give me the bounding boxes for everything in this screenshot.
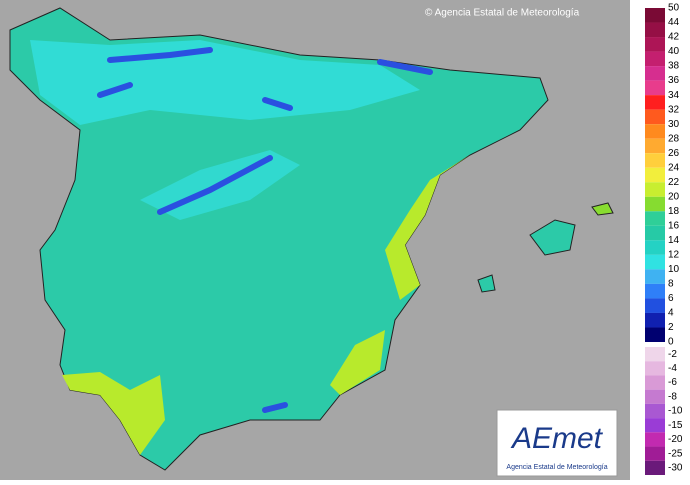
legend-label: -20 [668, 434, 683, 445]
legend-label: -30 [668, 463, 683, 474]
warm-south-west [62, 372, 165, 455]
legend-swatch [645, 375, 665, 390]
legend-swatch [645, 22, 665, 38]
legend-swatch [645, 269, 665, 284]
legend-swatch [645, 418, 665, 433]
legend-swatch [645, 167, 665, 183]
legend-label: 12 [668, 250, 680, 261]
legend-swatch [645, 460, 665, 475]
legend-label: 26 [668, 148, 680, 159]
legend-swatch [645, 66, 665, 81]
legend-swatch [645, 446, 665, 461]
legend-label: 10 [668, 264, 680, 275]
legend-label: -25 [668, 448, 683, 459]
legend-label: 24 [668, 162, 680, 173]
legend-swatch [645, 225, 665, 241]
legend-label: 42 [668, 32, 680, 43]
logo-box [496, 409, 618, 477]
legend-label: -10 [668, 406, 683, 417]
legend-swatch [645, 95, 665, 110]
peninsula [9, 7, 549, 471]
legend-label: 36 [668, 75, 680, 86]
legend-swatch [645, 211, 665, 226]
legend-label: -4 [668, 363, 677, 374]
legend-label: 38 [668, 61, 680, 72]
balearic-menorca [591, 202, 614, 216]
logo-subtitle: Agencia Estatal de Meteorología [506, 464, 607, 471]
logo-name: AEmet [510, 422, 604, 455]
balearic-mallorca [529, 219, 576, 256]
legend-label: 4 [668, 308, 674, 319]
legend-swatch [645, 80, 665, 96]
warm-south-east [330, 330, 385, 395]
legend-swatch [645, 361, 665, 376]
legend-swatch [645, 327, 665, 342]
legend-swatch [645, 124, 665, 139]
legend-label: 50 [668, 3, 680, 14]
legend-swatch [645, 8, 665, 23]
legend-label: 34 [668, 90, 680, 101]
legend-swatch [645, 298, 665, 313]
legend-label: 16 [668, 220, 680, 231]
legend-label: 30 [668, 119, 680, 130]
legend-swatch [645, 153, 665, 168]
legend-swatch [645, 432, 665, 447]
legend-label: 0 [668, 337, 674, 348]
legend-label: 2 [668, 322, 674, 333]
balearic-ibiza [477, 274, 496, 293]
legend-label: 32 [668, 104, 680, 115]
legend-label: 40 [668, 46, 680, 57]
legend-label: 22 [668, 177, 680, 188]
legend-swatch [645, 196, 665, 212]
legend-swatch [645, 283, 665, 299]
legend-label: 6 [668, 293, 674, 304]
cold-mountains [97, 47, 433, 413]
legend-swatch [645, 347, 665, 362]
legend-label: 14 [668, 235, 680, 246]
legend-label: 18 [668, 206, 680, 217]
legend-label: 8 [668, 279, 674, 290]
legend-swatch [645, 254, 665, 270]
legend-swatch [645, 51, 665, 67]
legend-label: 20 [668, 191, 680, 202]
legend-label: -2 [668, 349, 677, 360]
legend-swatch [645, 403, 665, 419]
legend-label: 28 [668, 133, 680, 144]
legend-label: -8 [668, 391, 677, 402]
legend-swatch [645, 109, 665, 125]
warm-east-coast [385, 155, 470, 300]
legend-swatch [645, 389, 665, 404]
legend-label: 44 [668, 17, 680, 28]
legend-swatch [645, 240, 665, 255]
legend-swatch [645, 37, 665, 52]
legend-label: -15 [668, 420, 683, 431]
legend-swatch [645, 312, 665, 328]
legend-label: -6 [668, 377, 677, 388]
legend-swatch [645, 182, 665, 197]
credit: © Agencia Estatal de Meteorología [425, 8, 580, 19]
legend-swatch [645, 138, 665, 154]
